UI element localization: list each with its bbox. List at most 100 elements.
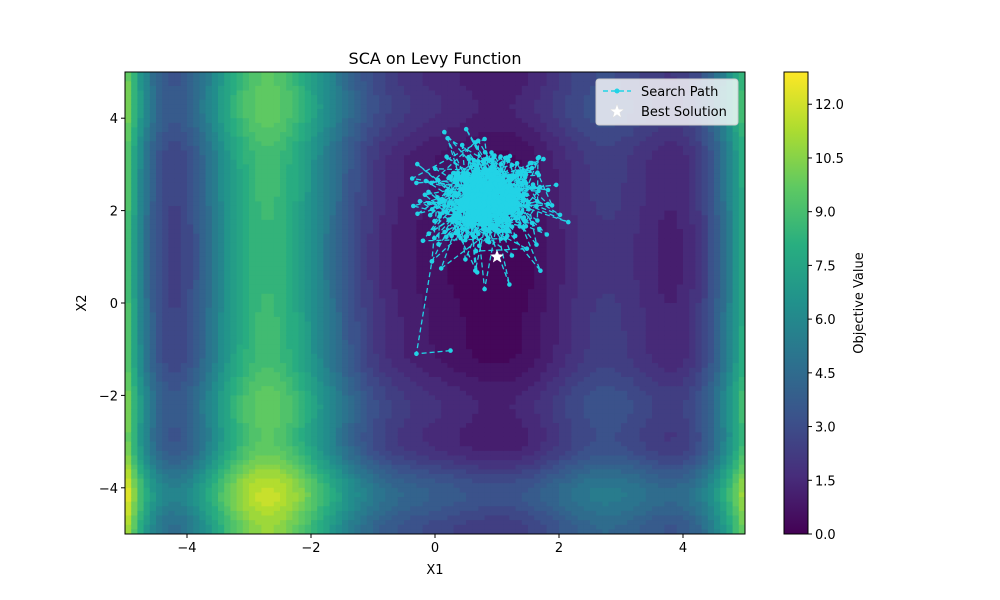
contour-cell [385, 321, 393, 327]
contour-cell [373, 492, 380, 498]
contour-cell [391, 400, 399, 406]
contour-cell [242, 469, 250, 475]
contour-cell [131, 76, 138, 82]
contour-cell [156, 256, 163, 263]
contour-cell [428, 136, 436, 142]
contour-cell [366, 164, 374, 170]
contour-cell [131, 279, 138, 286]
contour-cell [304, 455, 312, 461]
contour-cell [416, 427, 424, 433]
contour-cell [255, 261, 262, 267]
contour-cell [261, 238, 269, 244]
contour-cell [236, 344, 244, 350]
contour-cell [385, 330, 393, 336]
contour-cell [162, 275, 169, 281]
contour-cell [149, 349, 157, 355]
contour-cell [224, 501, 231, 507]
contour-cell [193, 205, 200, 212]
contour-cell [385, 326, 393, 332]
contour-cell [211, 404, 219, 410]
contour-cell [397, 335, 405, 341]
contour-cell [342, 270, 349, 276]
contour-cell [125, 506, 132, 512]
contour-cell [354, 247, 362, 253]
contour-cell [143, 483, 151, 489]
contour-cell [298, 256, 306, 263]
contour-cell [311, 321, 318, 327]
contour-cell [379, 242, 386, 249]
contour-cell [329, 95, 337, 101]
contour-cell [360, 409, 368, 415]
contour-cell [174, 215, 182, 221]
contour-cell [180, 409, 188, 415]
contour-cell [311, 173, 318, 179]
contour-cell [360, 104, 368, 110]
contour-cell [360, 187, 368, 193]
contour-cell [323, 173, 331, 179]
contour-cell [180, 413, 188, 420]
contour-cell [174, 450, 182, 457]
contour-cell [125, 178, 132, 184]
contour-cell [280, 298, 287, 304]
contour-cell [286, 469, 293, 475]
contour-cell [273, 450, 281, 457]
contour-cell [304, 353, 312, 360]
contour-cell [304, 446, 312, 452]
contour-cell [180, 395, 188, 401]
contour-cell [292, 520, 300, 526]
contour-cell [199, 233, 207, 239]
contour-cell [329, 210, 337, 216]
contour-cell [162, 252, 169, 258]
contour-cell [149, 330, 157, 336]
contour-cell [168, 122, 176, 129]
contour-cell [149, 436, 157, 443]
contour-cell [385, 441, 393, 447]
contour-cell [224, 182, 231, 189]
contour-cell [280, 353, 287, 360]
contour-cell [422, 376, 430, 383]
contour-cell [391, 164, 399, 170]
contour-cell [280, 159, 287, 165]
contour-cell [187, 367, 194, 373]
contour-cell [360, 506, 368, 512]
contour-cell [174, 349, 182, 355]
contour-cell [149, 279, 157, 286]
contour-cell [410, 312, 417, 318]
contour-cell [143, 182, 151, 189]
contour-cell [348, 358, 355, 364]
contour-cell [323, 441, 331, 447]
contour-cell [323, 349, 331, 355]
contour-cell [137, 339, 145, 346]
contour-cell [187, 432, 194, 438]
contour-cell [125, 113, 132, 119]
contour-cell [149, 224, 157, 230]
contour-cell [180, 81, 188, 87]
contour-cell [273, 404, 281, 410]
contour-cell [404, 404, 411, 410]
contour-cell [410, 169, 417, 175]
contour-cell [131, 293, 138, 299]
contour-cell [391, 529, 399, 534]
contour-cell [366, 529, 374, 534]
contour-cell [422, 252, 430, 258]
contour-cell [249, 266, 256, 272]
contour-cell [131, 173, 138, 179]
contour-cell [373, 413, 380, 420]
contour-cell [317, 150, 324, 156]
contour-cell [218, 192, 225, 198]
contour-cell [236, 224, 244, 230]
contour-cell [317, 326, 324, 332]
contour-cell [199, 312, 207, 318]
contour-cell [168, 316, 176, 323]
contour-cell [174, 335, 182, 341]
contour-cell [168, 492, 176, 498]
contour-cell [329, 455, 337, 461]
contour-cell [311, 85, 318, 92]
contour-cell [224, 423, 231, 429]
contour-cell [137, 510, 145, 517]
contour-cell [193, 293, 200, 299]
contour-cell [218, 316, 225, 323]
contour-cell [149, 289, 157, 295]
contour-cell [373, 316, 380, 323]
contour-cell [410, 261, 417, 267]
